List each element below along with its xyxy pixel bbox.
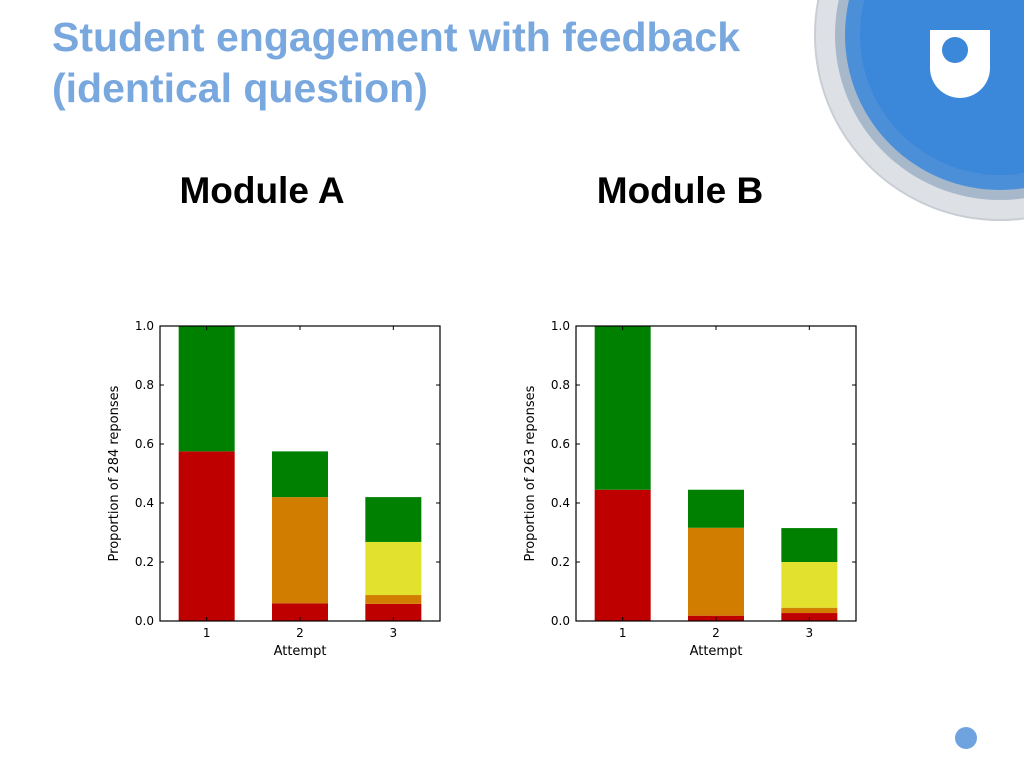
bar-attempt-2-segment-1: [272, 497, 328, 604]
y-tick-label: 0.4: [551, 496, 570, 510]
y-axis-label: Proportion of 284 reponses: [107, 385, 122, 561]
x-tick-label: 1: [203, 626, 211, 640]
bar-attempt-3-segment-2: [781, 562, 838, 608]
bar-attempt-2-segment-3: [272, 451, 328, 498]
module-a-label: Module A: [179, 170, 345, 211]
x-tick-label: 2: [296, 626, 304, 640]
bar-attempt-3-segment-1: [781, 607, 838, 614]
open-university-logo-icon: [930, 30, 990, 98]
y-tick-label: 0.2: [551, 555, 570, 569]
slide-title: Student engagement with feedback (identi…: [52, 12, 812, 114]
bar-attempt-1-segment-0: [594, 489, 651, 621]
y-tick-label: 0.2: [135, 555, 154, 569]
y-tick-label: 0.0: [551, 614, 570, 628]
bar-attempt-3-segment-3: [781, 528, 838, 562]
bar-attempt-3-segment-2: [365, 541, 422, 596]
slide-nav-dot[interactable]: [955, 727, 977, 749]
y-tick-label: 1.0: [551, 319, 570, 333]
y-tick-label: 0.8: [135, 378, 154, 392]
bar-attempt-3-segment-1: [365, 595, 422, 604]
y-axis-label: Proportion of 263 reponses: [523, 385, 538, 561]
y-tick-label: 1.0: [135, 319, 154, 333]
slide-title-line-2: (identical question): [52, 65, 428, 111]
plot-frame: [159, 325, 441, 622]
bar-attempt-1-segment-0: [178, 451, 235, 621]
plot-frame: [575, 325, 857, 622]
bar-attempt-1-segment-3: [594, 326, 651, 490]
y-tick-label: 0.6: [551, 437, 570, 451]
bar-attempt-2-segment-0: [272, 603, 328, 621]
x-tick-label: 3: [390, 626, 398, 640]
module-a-chart: 1 2 3 0.0 0.2 0.4 0.6 0.8 1.0 Attempt Proportion o…: [107, 319, 441, 659]
slide-title-line-1: Student engagement with feedback: [52, 14, 740, 60]
module-b-label: Module B: [596, 170, 764, 211]
bar-attempt-3-segment-3: [365, 497, 422, 542]
x-axis-label: Attempt: [274, 644, 327, 659]
bar-attempt-2-segment-3: [688, 489, 744, 528]
bar-attempt-1-segment-3: [178, 326, 235, 452]
x-tick-label: 2: [712, 626, 720, 640]
x-axis-label: Attempt: [690, 644, 743, 659]
bar-attempt-2-segment-1: [688, 527, 744, 616]
y-tick-label: 0.4: [135, 496, 154, 510]
y-tick-label: 0.0: [135, 614, 154, 628]
y-tick-label: 0.6: [135, 437, 154, 451]
x-tick-label: 3: [806, 626, 814, 640]
module-b-chart: 1 2 3 0.0 0.2 0.4 0.6 0.8 1.0 Attempt Proportion o…: [523, 319, 857, 659]
bar-attempt-3-segment-0: [365, 603, 422, 621]
y-tick-label: 0.8: [551, 378, 570, 392]
x-tick-label: 1: [619, 626, 627, 640]
